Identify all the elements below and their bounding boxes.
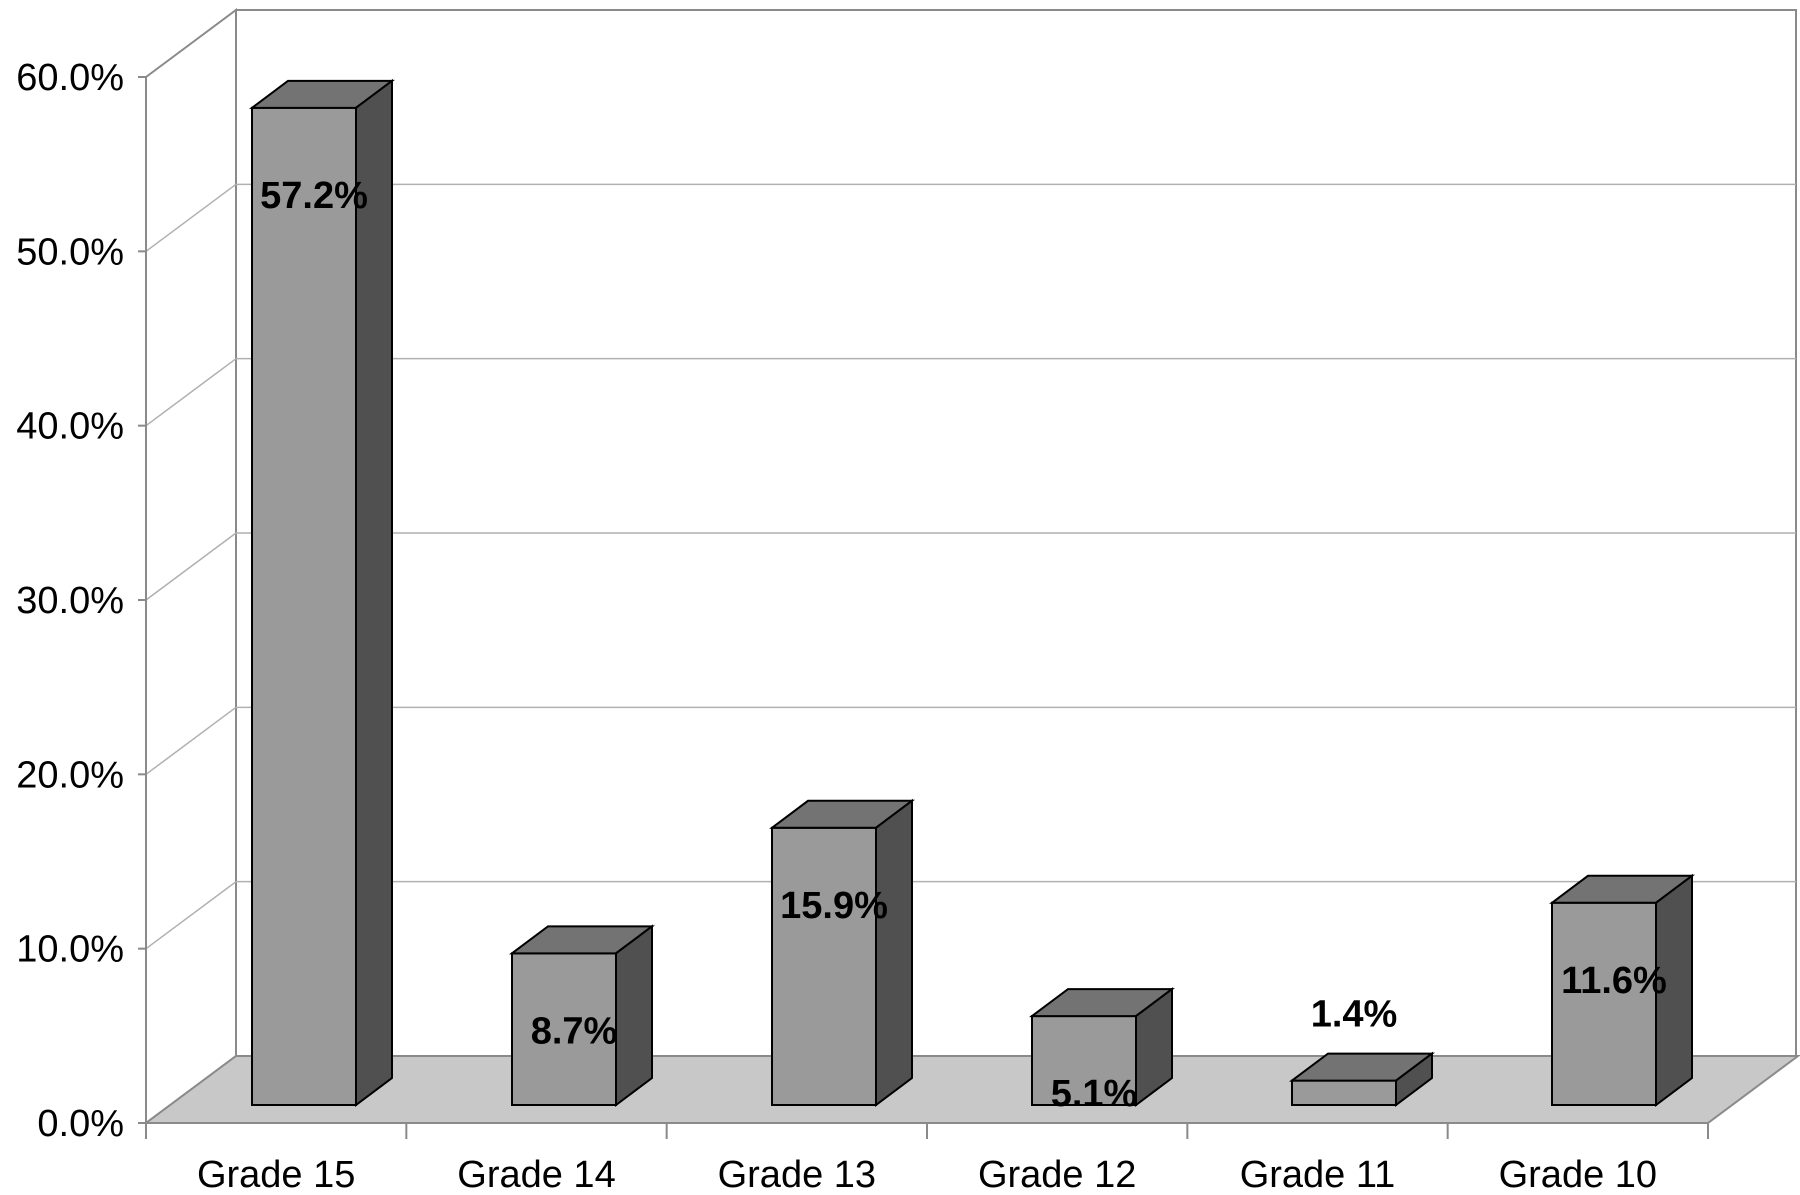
bar-side xyxy=(1135,987,1173,1107)
floor-plane xyxy=(142,1055,1800,1124)
gridline-side xyxy=(145,881,237,950)
bar-side xyxy=(1395,1051,1433,1107)
data-label: 8.7% xyxy=(531,1010,618,1052)
category-labels: Grade 15 Grade 14 Grade 13 Grade 12 Grade 11… xyxy=(197,1154,1657,1195)
bar-front xyxy=(251,106,357,1106)
bar-front xyxy=(1291,1079,1397,1107)
gridline-side xyxy=(145,706,237,775)
y-tick-label: 50.0% xyxy=(16,231,124,273)
bar xyxy=(1289,1051,1435,1107)
y-tick-label: 30.0% xyxy=(16,580,124,622)
data-label: 15.9% xyxy=(780,885,888,927)
y-tick-label: 0.0% xyxy=(37,1103,124,1145)
category-label: Grade 13 xyxy=(718,1154,876,1195)
axes xyxy=(138,76,1709,1139)
bar xyxy=(1029,987,1175,1107)
bar-front xyxy=(511,952,617,1107)
chart-floor xyxy=(142,1055,1800,1124)
gridline-side xyxy=(145,532,237,601)
category-label: Grade 14 xyxy=(457,1154,615,1195)
bar-front xyxy=(1551,901,1657,1106)
bar-front xyxy=(771,826,877,1106)
bar-side xyxy=(615,924,653,1107)
category-label: Grade 11 xyxy=(1240,1154,1396,1195)
bar-side xyxy=(1655,873,1693,1107)
chart-walls xyxy=(145,8,1797,1125)
bar-front xyxy=(1031,1015,1137,1107)
data-label: 5.1% xyxy=(1051,1073,1138,1115)
bar-side xyxy=(355,78,393,1107)
y-tick-label: 10.0% xyxy=(16,929,124,971)
gridline-side xyxy=(145,358,237,427)
data-label: 1.4% xyxy=(1311,994,1398,1036)
bar xyxy=(1549,873,1695,1107)
data-label: 57.2% xyxy=(260,175,368,217)
data-labels: 57.2% 8.7% 15.9% 5.1% 1.4% 11.6% xyxy=(260,175,1667,1115)
bar xyxy=(509,924,655,1107)
bar-side xyxy=(875,798,913,1107)
bar xyxy=(249,78,395,1107)
gridline-side xyxy=(145,183,237,252)
category-label: Grade 15 xyxy=(197,1154,355,1195)
y-axis-ticks: 0.0% 10.0% 20.0% 30.0% 40.0% 50.0% 60.0% xyxy=(16,57,124,1145)
bars xyxy=(249,78,1695,1107)
data-label: 11.6% xyxy=(1561,960,1667,1002)
y-tick-label: 60.0% xyxy=(16,57,124,99)
gridlines xyxy=(145,183,1796,950)
category-label: Grade 12 xyxy=(978,1154,1136,1195)
category-label: Grade 10 xyxy=(1499,1154,1657,1195)
y-tick-label: 40.0% xyxy=(16,406,124,448)
y-tick-label: 20.0% xyxy=(16,754,124,796)
bar xyxy=(769,798,915,1107)
